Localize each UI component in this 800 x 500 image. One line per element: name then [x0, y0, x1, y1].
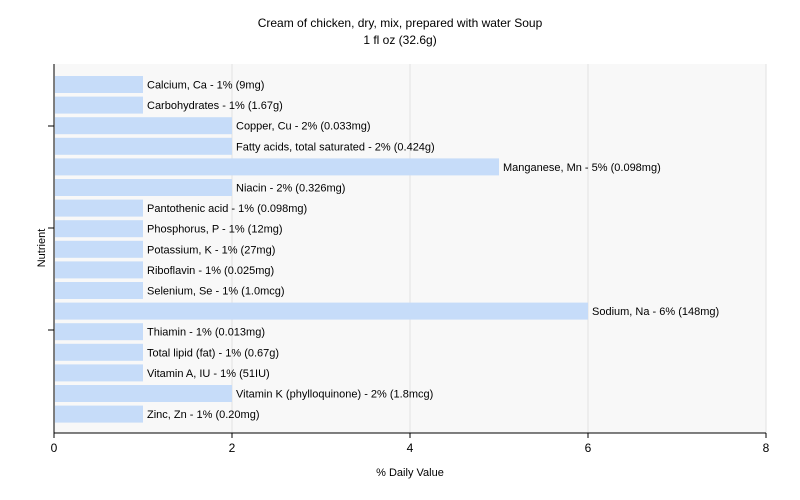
y-axis-label: Nutrient [36, 229, 48, 268]
x-tick-label-2: 4 [407, 441, 414, 455]
bar-label-11: Sodium, Na - 6% (148mg) [592, 306, 719, 318]
bar-16 [55, 405, 143, 423]
bar-label-3: Fatty acids, total saturated - 2% (0.424… [236, 141, 435, 153]
bar-4 [55, 158, 499, 176]
bar-label-6: Pantothenic acid - 1% (0.098mg) [147, 203, 307, 215]
x-axis-label: % Daily Value [376, 467, 444, 479]
bar-label-16: Zinc, Zn - 1% (0.20mg) [147, 409, 259, 421]
bar-label-1: Carbohydrates - 1% (1.67g) [147, 100, 283, 112]
bar-labels: Calcium, Ca - 1% (9mg) Carbohydrates - 1%… [147, 80, 719, 422]
bar-2 [55, 117, 232, 135]
bar-7 [55, 220, 143, 238]
chart-subtitle: 1 fl oz (32.6g) [363, 33, 436, 47]
bar-label-10: Selenium, Se - 1% (1.0mcg) [147, 286, 285, 298]
chart-title: Cream of chicken, dry, mix, prepared wit… [258, 16, 543, 30]
bar-label-13: Total lipid (fat) - 1% (0.67g) [147, 347, 279, 359]
x-tick-label-0: 0 [51, 441, 58, 455]
bar-6 [55, 199, 143, 217]
bar-8 [55, 240, 143, 258]
bar-label-4: Manganese, Mn - 5% (0.098mg) [503, 162, 661, 174]
bars [55, 76, 588, 423]
axes: 0 2 4 6 8 [48, 64, 770, 455]
bar-label-12: Thiamin - 1% (0.013mg) [147, 327, 265, 339]
bar-label-7: Phosphorus, P - 1% (12mg) [147, 224, 283, 236]
bar-label-15: Vitamin K (phylloquinone) - 2% (1.8mcg) [236, 389, 433, 401]
bar-3 [55, 137, 232, 155]
bar-10 [55, 282, 143, 299]
bar-label-0: Calcium, Ca - 1% (9mg) [147, 80, 264, 92]
bar-12 [55, 323, 143, 341]
x-tick-label-1: 2 [229, 441, 236, 455]
bar-label-9: Riboflavin - 1% (0.025mg) [147, 265, 274, 277]
x-tick-label-4: 8 [763, 441, 770, 455]
bar-14 [55, 364, 143, 382]
x-tick-label-3: 6 [585, 441, 592, 455]
bar-5 [55, 179, 232, 196]
bar-1 [55, 96, 143, 114]
bar-label-8: Potassium, K - 1% (27mg) [147, 244, 275, 256]
bar-11 [55, 302, 588, 320]
bar-0 [55, 76, 143, 93]
bar-label-5: Niacin - 2% (0.326mg) [236, 183, 345, 195]
bar-9 [55, 261, 143, 279]
bar-label-14: Vitamin A, IU - 1% (51IU) [147, 368, 270, 380]
bar-13 [55, 343, 143, 361]
bar-15 [55, 385, 232, 402]
bar-label-2: Copper, Cu - 2% (0.033mg) [236, 121, 371, 133]
